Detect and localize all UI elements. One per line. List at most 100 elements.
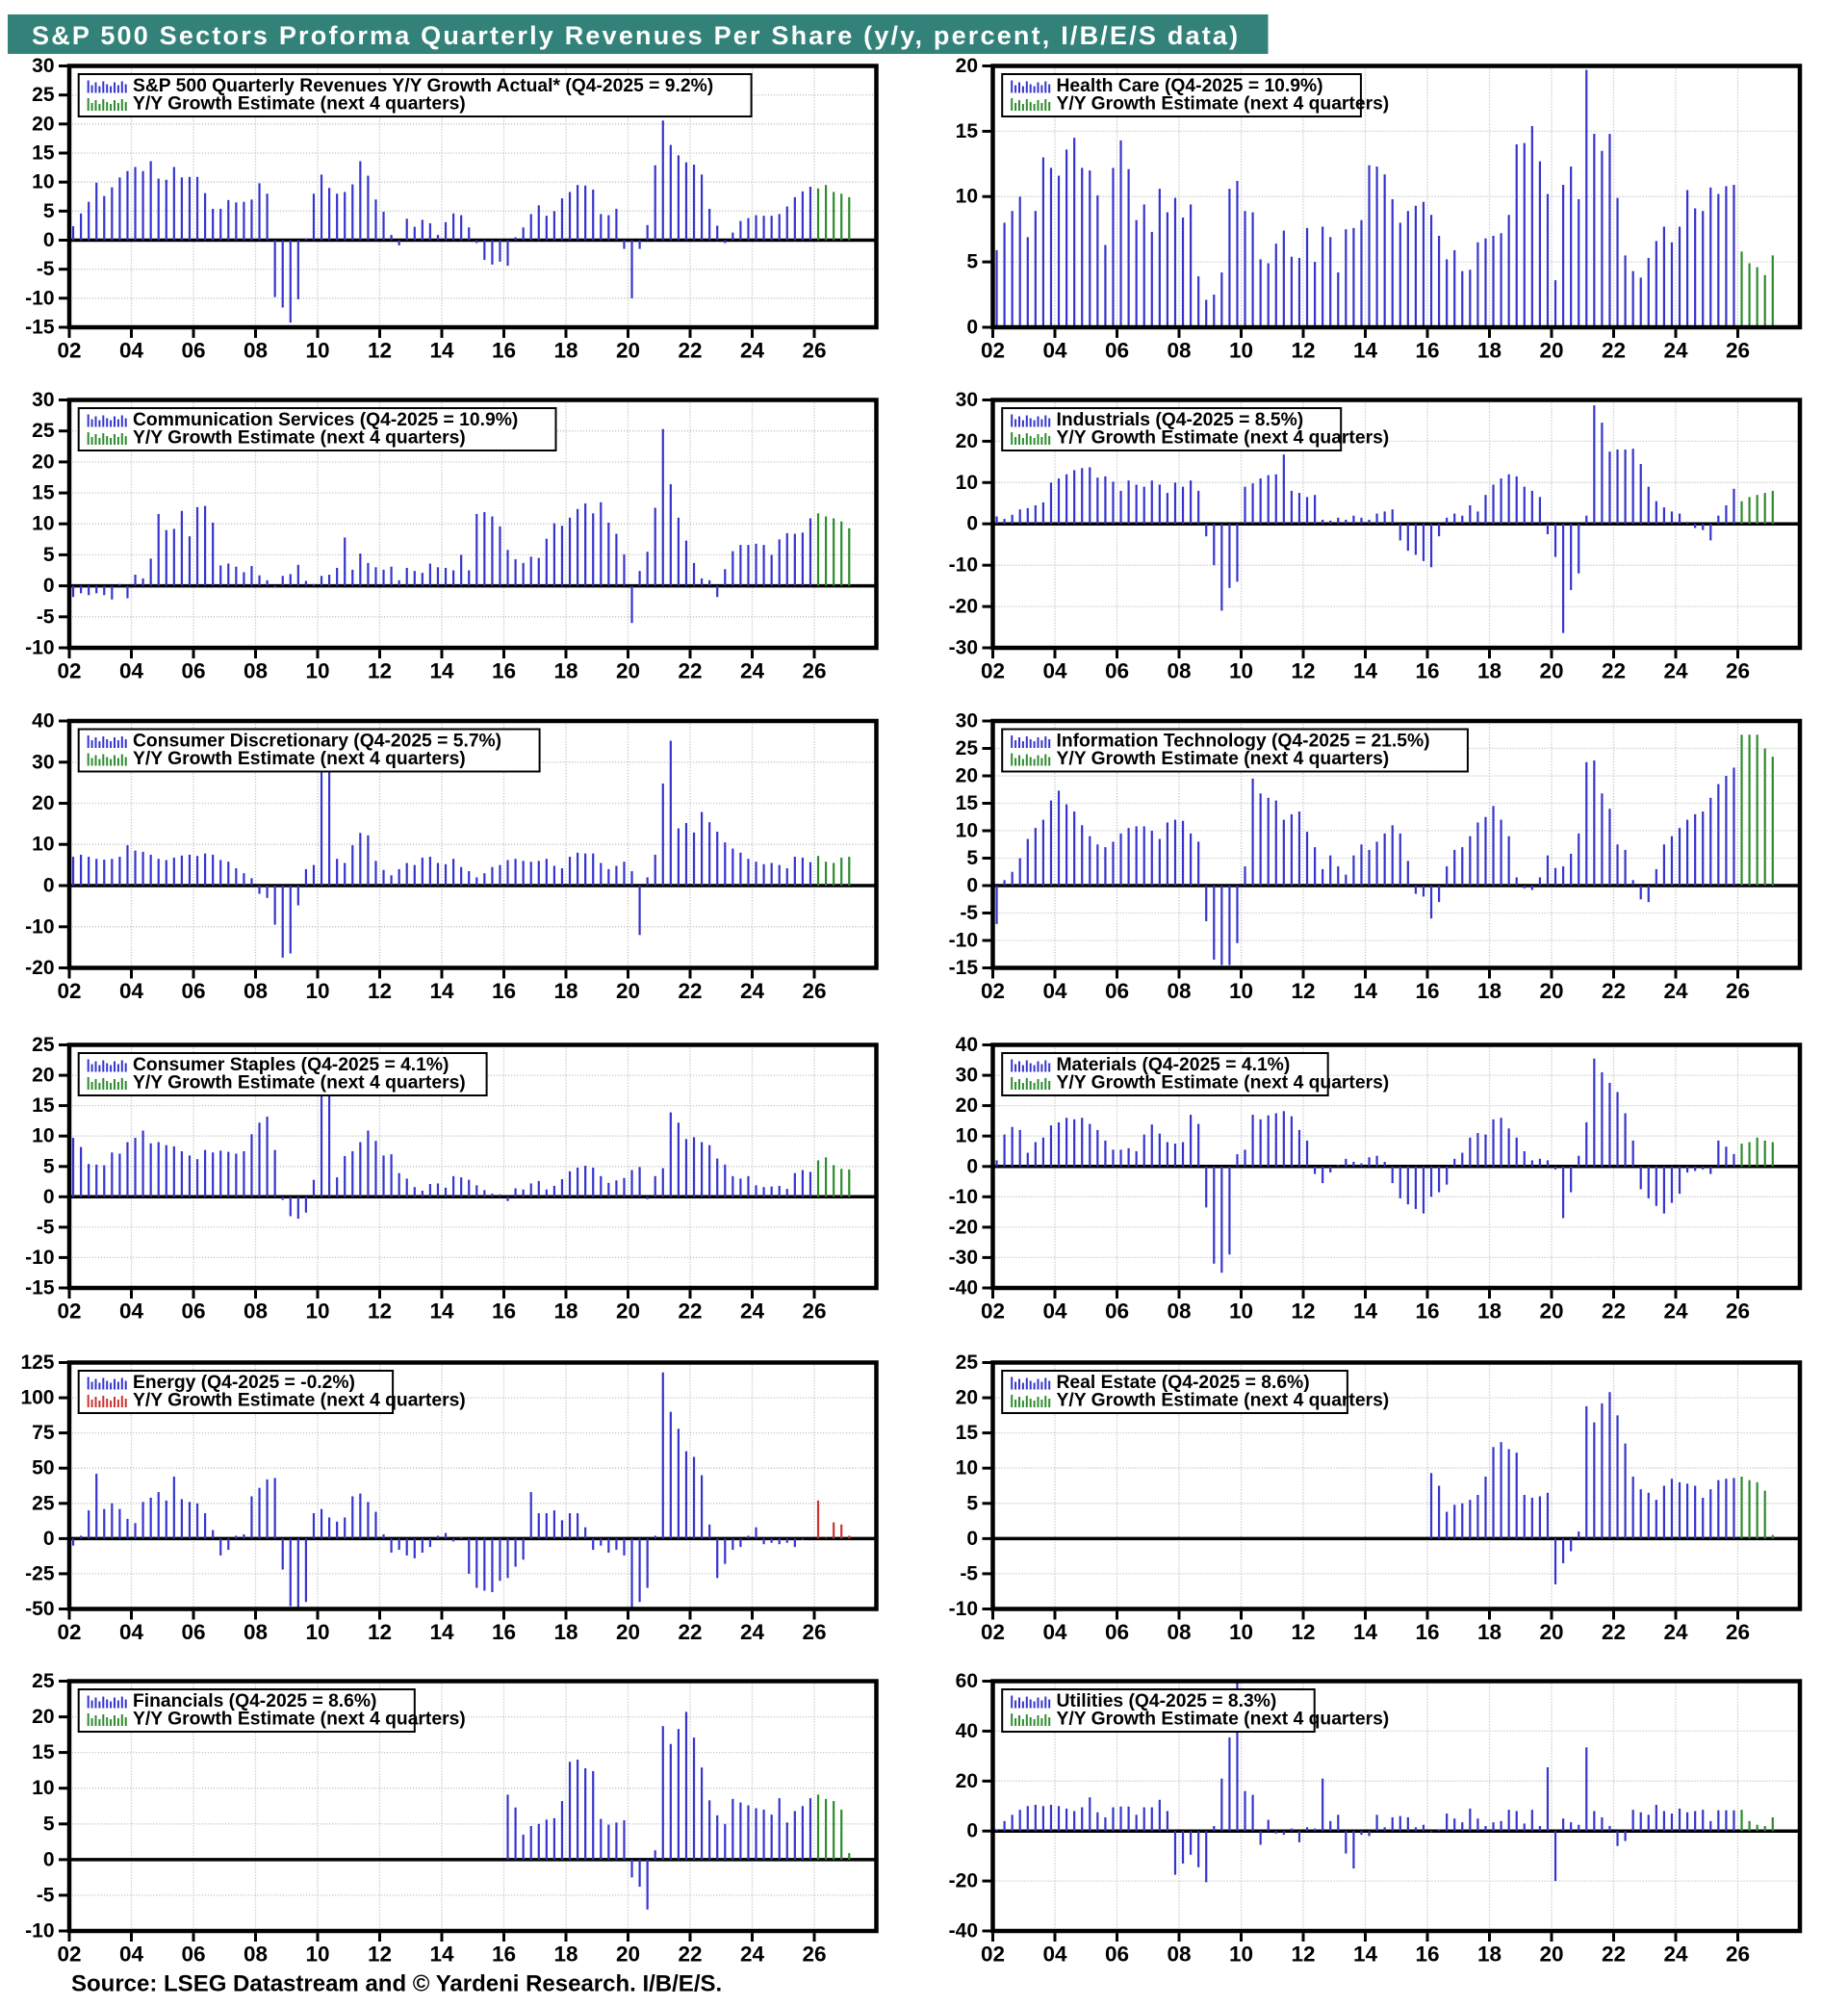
svg-text:16: 16 — [492, 1299, 516, 1324]
svg-text:-20: -20 — [949, 1870, 978, 1892]
svg-text:14: 14 — [1353, 659, 1378, 683]
svg-text:26: 26 — [1726, 979, 1750, 1003]
svg-text:20: 20 — [956, 55, 978, 77]
svg-text:0: 0 — [966, 1155, 978, 1177]
svg-text:24: 24 — [740, 339, 765, 363]
svg-text:12: 12 — [1291, 339, 1315, 363]
svg-text:20: 20 — [1539, 659, 1563, 683]
svg-text:20: 20 — [956, 1387, 978, 1409]
svg-text:02: 02 — [57, 659, 81, 683]
svg-text:06: 06 — [181, 1620, 205, 1644]
svg-text:04: 04 — [1042, 659, 1067, 683]
svg-text:Y/Y Growth Estimate (next 4 qu: Y/Y Growth Estimate (next 4 quarters) — [133, 1391, 466, 1411]
svg-text:12: 12 — [368, 1299, 392, 1324]
svg-text:02: 02 — [981, 339, 1005, 363]
svg-text:5: 5 — [43, 544, 55, 566]
svg-text:02: 02 — [57, 1299, 81, 1324]
svg-text:-30: -30 — [949, 637, 978, 659]
svg-text:-40: -40 — [949, 1277, 978, 1299]
svg-text:20: 20 — [1539, 979, 1563, 1003]
svg-text:16: 16 — [492, 979, 516, 1003]
svg-text:Y/Y Growth Estimate (next 4 qu: Y/Y Growth Estimate (next 4 quarters) — [133, 1073, 466, 1094]
svg-text:24: 24 — [740, 1299, 765, 1324]
svg-text:5: 5 — [966, 1492, 978, 1514]
svg-text:12: 12 — [1291, 1620, 1315, 1644]
svg-text:02: 02 — [57, 339, 81, 363]
svg-text:22: 22 — [1602, 979, 1626, 1003]
svg-text:-5: -5 — [37, 258, 55, 280]
svg-text:12: 12 — [368, 1620, 392, 1644]
svg-text:20: 20 — [1539, 1620, 1563, 1644]
svg-text:06: 06 — [181, 659, 205, 683]
svg-text:02: 02 — [981, 659, 1005, 683]
svg-text:-10: -10 — [949, 930, 978, 952]
svg-text:15: 15 — [32, 1741, 55, 1763]
svg-text:16: 16 — [492, 1943, 516, 1967]
svg-text:24: 24 — [1663, 979, 1688, 1003]
svg-text:02: 02 — [57, 1943, 81, 1967]
svg-text:5: 5 — [43, 1155, 55, 1177]
svg-text:-10: -10 — [25, 637, 54, 659]
svg-text:18: 18 — [553, 1299, 578, 1324]
svg-text:08: 08 — [244, 1620, 268, 1644]
svg-text:-20: -20 — [949, 596, 978, 618]
svg-text:Y/Y Growth Estimate (next 4 qu: Y/Y Growth Estimate (next 4 quarters) — [133, 749, 466, 769]
svg-text:22: 22 — [1602, 1943, 1626, 1967]
svg-text:100: 100 — [20, 1387, 54, 1409]
svg-text:25: 25 — [32, 1492, 55, 1514]
svg-text:22: 22 — [1602, 1620, 1626, 1644]
svg-text:Y/Y Growth Estimate (next 4 qu: Y/Y Growth Estimate (next 4 quarters) — [1057, 1391, 1390, 1411]
svg-text:-10: -10 — [25, 915, 54, 938]
svg-text:26: 26 — [802, 1299, 826, 1324]
svg-text:06: 06 — [181, 979, 205, 1003]
svg-text:15: 15 — [32, 482, 55, 504]
svg-text:24: 24 — [740, 979, 765, 1003]
svg-text:5: 5 — [966, 847, 978, 869]
svg-text:22: 22 — [678, 979, 702, 1003]
svg-text:30: 30 — [32, 55, 54, 77]
svg-text:08: 08 — [244, 339, 268, 363]
svg-text:20: 20 — [32, 1706, 54, 1728]
svg-text:18: 18 — [1477, 1620, 1502, 1644]
svg-text:24: 24 — [740, 659, 765, 683]
svg-text:10: 10 — [32, 1777, 54, 1799]
svg-text:25: 25 — [956, 737, 979, 759]
svg-text:26: 26 — [1726, 1620, 1750, 1644]
svg-text:10: 10 — [305, 979, 329, 1003]
svg-text:Y/Y Growth Estimate (next 4 qu: Y/Y Growth Estimate (next 4 quarters) — [1057, 1073, 1390, 1094]
svg-text:20: 20 — [616, 1299, 640, 1324]
svg-text:04: 04 — [119, 1620, 144, 1644]
svg-text:40: 40 — [956, 1034, 978, 1056]
svg-text:14: 14 — [429, 1299, 454, 1324]
svg-text:02: 02 — [981, 1943, 1005, 1967]
svg-text:12: 12 — [1291, 659, 1315, 683]
svg-text:20: 20 — [32, 1065, 54, 1087]
svg-text:20: 20 — [616, 1620, 640, 1644]
svg-text:0: 0 — [43, 1186, 55, 1208]
svg-text:15: 15 — [32, 142, 55, 165]
svg-text:26: 26 — [802, 659, 826, 683]
svg-text:18: 18 — [1477, 1943, 1502, 1967]
svg-text:16: 16 — [1415, 1299, 1439, 1324]
svg-text:26: 26 — [802, 1620, 826, 1644]
svg-text:04: 04 — [1042, 1299, 1067, 1324]
svg-text:08: 08 — [244, 1299, 268, 1324]
svg-text:75: 75 — [32, 1422, 55, 1444]
svg-text:20: 20 — [956, 1770, 978, 1792]
svg-text:10: 10 — [1229, 1943, 1253, 1967]
svg-text:10: 10 — [1229, 1299, 1253, 1324]
svg-text:10: 10 — [305, 1943, 329, 1967]
svg-text:24: 24 — [1663, 659, 1688, 683]
svg-text:12: 12 — [368, 659, 392, 683]
svg-text:10: 10 — [305, 1299, 329, 1324]
svg-text:20: 20 — [1539, 1299, 1563, 1324]
svg-text:Y/Y Growth Estimate (next 4 qu: Y/Y Growth Estimate (next 4 quarters) — [1057, 94, 1390, 115]
svg-text:S&P 500 Sectors Proforma Quart: S&P 500 Sectors Proforma Quarterly Reven… — [32, 21, 1240, 50]
svg-text:10: 10 — [32, 171, 54, 193]
svg-text:18: 18 — [553, 1620, 578, 1644]
svg-text:18: 18 — [553, 659, 578, 683]
svg-text:5: 5 — [43, 200, 55, 222]
svg-text:0: 0 — [43, 875, 55, 897]
svg-text:26: 26 — [1726, 1299, 1750, 1324]
svg-text:24: 24 — [1663, 1620, 1688, 1644]
